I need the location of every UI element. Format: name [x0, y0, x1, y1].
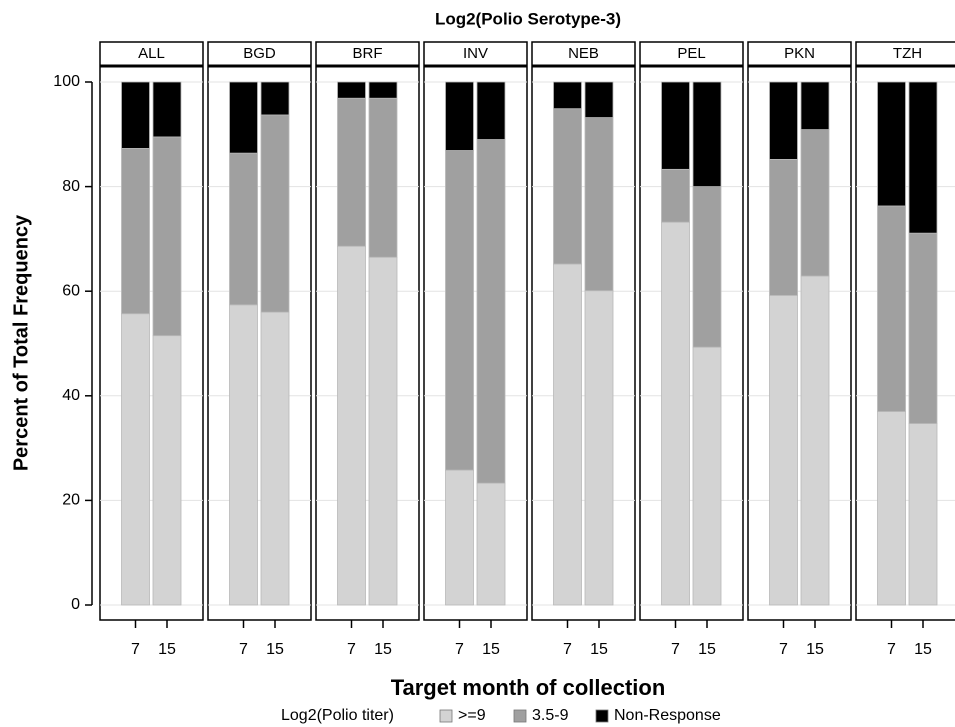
bar-segment	[229, 152, 258, 306]
bar-segment	[769, 159, 798, 296]
legend-swatch	[439, 709, 453, 723]
y-tick-label: 100	[53, 73, 80, 90]
x-tick-label: 7	[455, 641, 464, 658]
bar-segment	[121, 148, 150, 315]
x-tick-label: 15	[914, 641, 932, 658]
x-tick-label: 15	[806, 641, 824, 658]
x-tick-label: 15	[482, 641, 500, 658]
bar-segment	[584, 117, 614, 292]
bar-segment	[476, 139, 506, 484]
bar-segment	[368, 97, 398, 258]
bar-segment	[368, 256, 398, 606]
bar-segment	[368, 81, 398, 99]
y-tick-label: 40	[62, 387, 80, 404]
x-tick-label: 7	[563, 641, 572, 658]
bar-segment	[800, 81, 830, 130]
bar-segment	[445, 150, 474, 471]
panel-title: BRF	[353, 45, 383, 62]
panel-title: PKN	[784, 45, 815, 62]
panel-title: INV	[463, 45, 488, 62]
bar-segment	[553, 81, 582, 110]
panel	[639, 41, 744, 621]
legend-label: 3.5-9	[532, 707, 569, 724]
x-tick-label: 7	[671, 641, 680, 658]
legend-swatch	[595, 709, 609, 723]
panel-title: TZH	[893, 45, 922, 62]
bar-segment	[908, 81, 938, 234]
bar-segment	[877, 205, 906, 412]
bar-segment	[769, 81, 798, 160]
bar-segment	[229, 81, 258, 154]
bar-segment	[877, 411, 906, 606]
bar-segment	[800, 129, 830, 277]
legend-title: Log2(Polio titer)	[281, 707, 394, 724]
bar-segment	[877, 81, 906, 207]
bar-segment	[769, 294, 798, 606]
panel	[315, 41, 420, 621]
x-axis-label: Target month of collection	[391, 675, 666, 700]
bar-segment	[337, 245, 366, 606]
bar-segment	[692, 81, 722, 187]
bar-segment	[121, 81, 150, 149]
chart-title: Log2(Polio Serotype-3)	[435, 9, 621, 28]
bar-segment	[584, 81, 614, 118]
bar-segment	[337, 97, 366, 247]
bar-segment	[553, 108, 582, 265]
legend-label: Non-Response	[614, 707, 721, 724]
bar-segment	[152, 81, 182, 138]
panel	[423, 41, 528, 621]
bar-segment	[445, 469, 474, 606]
bar-segment	[553, 263, 582, 606]
x-tick-label: 15	[158, 641, 176, 658]
y-axis-label: Percent of Total Frequency	[10, 214, 32, 471]
bar-segment	[661, 81, 690, 170]
bar-segment	[260, 114, 290, 313]
bar-segment	[661, 168, 690, 223]
bar-segment	[260, 81, 290, 116]
panel	[207, 41, 312, 621]
legend-swatch	[513, 709, 527, 723]
panel-title: PEL	[677, 45, 705, 62]
bar-segment	[152, 136, 182, 337]
y-tick-label: 20	[62, 492, 80, 509]
bar-segment	[661, 221, 690, 606]
panel	[531, 41, 636, 621]
bar-segment	[584, 290, 614, 606]
x-tick-label: 7	[887, 641, 896, 658]
panel	[747, 41, 852, 621]
x-tick-label: 15	[266, 641, 284, 658]
bar-segment	[121, 313, 150, 606]
bar-segment	[800, 275, 830, 606]
x-tick-label: 7	[239, 641, 248, 658]
bar-segment	[229, 304, 258, 606]
bar-segment	[152, 335, 182, 606]
x-tick-label: 15	[698, 641, 716, 658]
bar-segment	[908, 423, 938, 606]
bar-segment	[692, 346, 722, 606]
bar-segment	[445, 81, 474, 151]
bar-segment	[908, 232, 938, 424]
panel	[99, 41, 204, 621]
bar-segment	[260, 311, 290, 606]
y-tick-label: 60	[62, 282, 80, 299]
y-tick-label: 0	[71, 596, 80, 613]
legend-label: >=9	[458, 707, 486, 724]
x-tick-label: 15	[374, 641, 392, 658]
panel-title: BGD	[243, 45, 276, 62]
x-tick-label: 7	[347, 641, 356, 658]
x-tick-label: 15	[590, 641, 608, 658]
bar-segment	[692, 186, 722, 348]
y-tick-label: 80	[62, 178, 80, 195]
bar-segment	[476, 482, 506, 606]
x-tick-label: 7	[131, 641, 140, 658]
bar-segment	[337, 81, 366, 99]
panel-title: NEB	[568, 45, 599, 62]
x-tick-label: 7	[779, 641, 788, 658]
panel-title: ALL	[138, 45, 165, 62]
bar-segment	[476, 81, 506, 140]
